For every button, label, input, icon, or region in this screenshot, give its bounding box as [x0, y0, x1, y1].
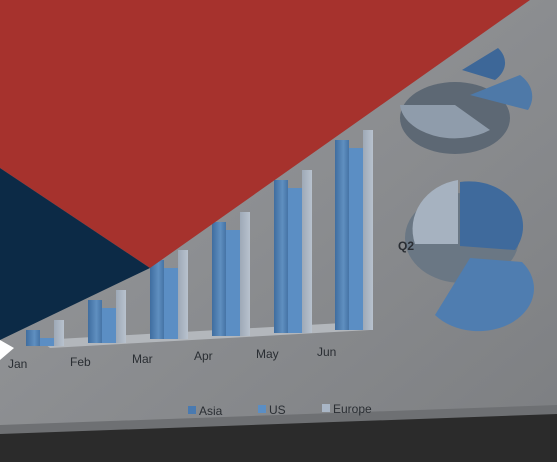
month-label-may: May	[256, 347, 279, 361]
month-label-jun: Jun	[317, 345, 336, 359]
bar-group-may	[274, 170, 312, 333]
pie-slice-q2-dark	[460, 181, 524, 250]
bar-us-may	[288, 188, 302, 333]
bar-asia-feb	[88, 300, 102, 343]
pie-chart-q2: Q2	[398, 180, 534, 332]
bar-us-apr	[226, 230, 240, 336]
pie-slice-q1-light	[400, 105, 490, 139]
legend-label-us: US	[269, 403, 286, 417]
bar-group-feb	[88, 290, 126, 343]
month-label-jan: Jan	[8, 357, 27, 371]
pie-slice-q2-light	[412, 180, 458, 244]
bar-asia-apr	[212, 222, 226, 336]
month-label-mar: Mar	[132, 352, 153, 366]
pie-label-q2: Q2	[398, 239, 414, 253]
legend-swatch-europe	[322, 404, 330, 412]
pie-slice-q2-blue	[435, 258, 534, 332]
pie-chart-q1	[400, 48, 533, 154]
banner-white-corner	[0, 340, 14, 360]
month-label-feb: Feb	[70, 355, 91, 369]
monitor-edge	[0, 405, 557, 434]
bar-group-mar	[150, 250, 188, 339]
chart-legend: Asia US Europe	[188, 402, 372, 418]
bar-us-feb	[102, 308, 116, 343]
banner-red	[0, 0, 530, 268]
bar-us-jun	[349, 148, 363, 330]
bar-us-jan	[40, 338, 54, 346]
banner-navy	[0, 168, 150, 340]
bar-group-apr	[212, 212, 250, 336]
bar-asia-may	[274, 180, 288, 333]
legend-swatch-asia	[188, 406, 196, 414]
bar-europe-jan	[54, 320, 64, 346]
bar-europe-feb	[116, 290, 126, 343]
month-axis: Jan Feb Mar Apr May Jun	[8, 345, 336, 371]
legend-label-europe: Europe	[333, 402, 372, 416]
bar-group-jun	[335, 130, 373, 330]
pie-slice-q1-dark	[462, 48, 506, 80]
bar-group-jan	[26, 320, 64, 346]
bar-asia-mar	[150, 260, 164, 339]
legend-label-asia: Asia	[199, 404, 223, 418]
bar-chart	[26, 130, 373, 346]
bar-asia-jun	[335, 140, 349, 330]
bar-us-mar	[164, 268, 178, 339]
month-label-apr: Apr	[194, 349, 213, 363]
bar-europe-may	[302, 170, 312, 333]
bar-asia-jan	[26, 330, 40, 346]
bar-europe-mar	[178, 250, 188, 339]
legend-swatch-us	[258, 405, 266, 413]
monitor-bezel	[0, 410, 557, 462]
bar-europe-apr	[240, 212, 250, 336]
pie-slice-q1-blue	[470, 75, 533, 110]
bar-europe-jun	[363, 130, 373, 330]
